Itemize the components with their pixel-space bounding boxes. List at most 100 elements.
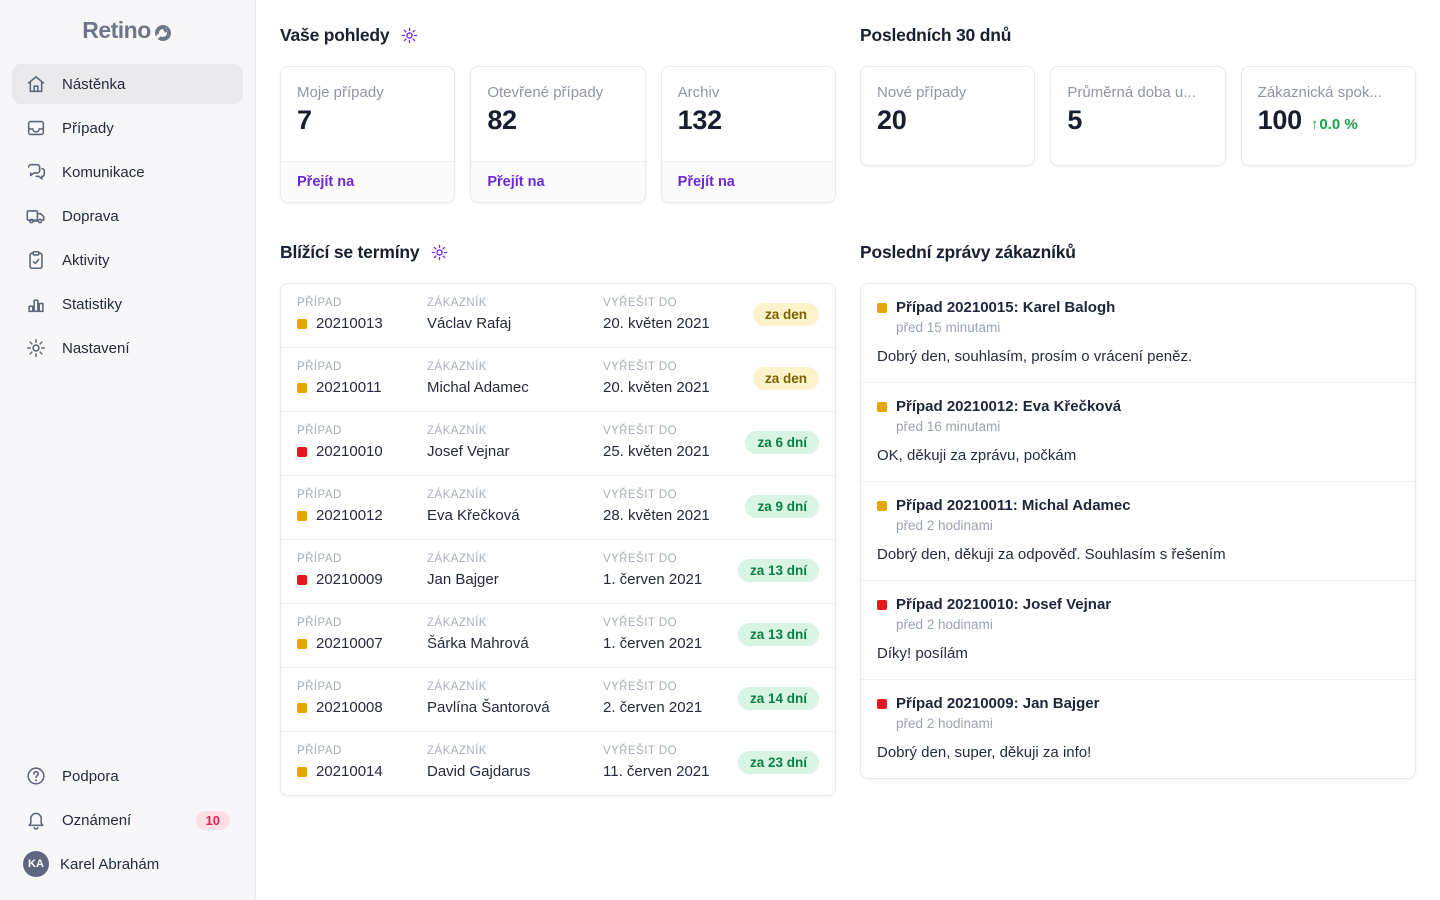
deadline-case-cell: PŘÍPAD 20210014: [297, 745, 427, 780]
case-value: 20210013: [297, 315, 427, 332]
stat-card: Zákaznická spok... 100 ↑0.0 %: [1240, 66, 1416, 166]
views-settings-gear-icon[interactable]: [400, 26, 419, 45]
sidebar-item-doprava[interactable]: Doprava: [12, 196, 243, 236]
deadline-due-cell: VYŘEŠIT DO 2. červen 2021: [603, 681, 735, 716]
deadline-badge-cell: za 14 dní: [735, 687, 819, 710]
severity-square-icon: [877, 500, 887, 511]
due-countdown-badge: za den: [752, 367, 819, 390]
deadline-badge-cell: za 23 dní: [735, 751, 819, 774]
due-countdown-badge: za 13 dní: [737, 623, 819, 646]
sidebar-item-podpora[interactable]: Podpora: [12, 756, 243, 796]
deadline-case-cell: PŘÍPAD 20210010: [297, 425, 427, 460]
app-logo-text: Retino: [82, 17, 151, 43]
customer-name: Šárka Mahrová: [427, 635, 529, 652]
message-item[interactable]: Případ 20210012: Eva Křečková před 16 min…: [861, 383, 1415, 482]
message-text: Dobrý den, souhlasím, prosím o vrácení p…: [877, 348, 1193, 365]
message-title: Případ 20210012: Eva Křečková: [896, 398, 1122, 415]
section-last-30-days: Posledních 30 dnů Nové případy 20 Průměrná…: [860, 24, 1416, 166]
deadline-customer-cell: ZÁKAZNÍK Josef Vejnar: [427, 425, 603, 460]
stat-card-value-row: 5: [1067, 105, 1208, 136]
notification-count-badge: 10: [195, 810, 230, 830]
case-column-label: PŘÍPAD: [297, 681, 342, 693]
due-column-label: VYŘEŠIT DO: [603, 553, 678, 565]
sidebar-item-nastavení[interactable]: Nastavení: [12, 328, 243, 368]
deadline-row[interactable]: PŘÍPAD 20210008 ZÁKAZNÍK Pavlína Šantorová V…: [281, 668, 835, 732]
deadline-row[interactable]: PŘÍPAD 20210012 ZÁKAZNÍK Eva Křečková VYŘEŠI…: [281, 476, 835, 540]
sidebar-nav: Nástěnka Případy Komunikace Doprava Aktivity…: [0, 64, 255, 372]
message-item[interactable]: Případ 20210015: Karel Balogh před 15 min…: [861, 284, 1415, 383]
message-title-row: Případ 20210015: Karel Balogh: [877, 299, 1399, 316]
sidebar-item-label: Případy: [62, 119, 114, 137]
sidebar-item-aktivity[interactable]: Aktivity: [12, 240, 243, 280]
due-column-label: VYŘEŠIT DO: [603, 361, 678, 373]
case-value: 20210010: [297, 443, 427, 460]
view-card-footer: Přejít na: [471, 161, 645, 202]
sidebar-item-statistiky[interactable]: Statistiky: [12, 284, 243, 324]
go-to-link[interactable]: Přejít na: [297, 174, 355, 190]
sidebar-item-oznámení[interactable]: Oznámení 10: [12, 800, 243, 840]
severity-square-icon: [877, 599, 887, 610]
view-card-label: Otevřené případy: [487, 84, 604, 101]
message-item[interactable]: Případ 20210009: Jan Bajger před 2 hodina…: [861, 680, 1415, 778]
message-item[interactable]: Případ 20210010: Josef Vejnar před 2 hodi…: [861, 581, 1415, 680]
customer-name: Eva Křečková: [427, 507, 520, 524]
stats-section-title: Posledních 30 dnů: [860, 24, 1012, 45]
deadline-row[interactable]: PŘÍPAD 20210010 ZÁKAZNÍK Josef Vejnar VYŘEŠI…: [281, 412, 835, 476]
case-value: 20210009: [297, 571, 427, 588]
view-card-label: Archiv: [677, 84, 720, 101]
deadline-customer-cell: ZÁKAZNÍK Václav Rafaj: [427, 297, 603, 332]
due-countdown-badge: za 23 dní: [737, 751, 819, 774]
inbox-icon: [25, 117, 47, 139]
clipboard-check-icon: [25, 249, 47, 271]
case-value: 20210008: [297, 699, 427, 716]
stat-card-value: 20: [877, 105, 907, 135]
message-item[interactable]: Případ 20210011: Michal Adamec před 2 hod…: [861, 482, 1415, 581]
home-icon: [25, 73, 47, 95]
stat-card-body: Průměrná doba u... 5: [1051, 67, 1224, 165]
go-to-link[interactable]: Přejít na: [487, 174, 545, 190]
go-to-link[interactable]: Přejít na: [677, 174, 735, 190]
case-value: 20210007: [297, 635, 427, 652]
severity-square-icon: [297, 702, 307, 713]
deadline-customer-cell: ZÁKAZNÍK Jan Bajger: [427, 553, 603, 588]
deadline-due-cell: VYŘEŠIT DO 28. květen 2021: [603, 489, 735, 524]
sidebar-user[interactable]: KA Karel Abrahám: [12, 844, 243, 884]
stat-card-delta-value: 0.0 %: [1319, 116, 1358, 133]
deadline-customer-cell: ZÁKAZNÍK Šárka Mahrová: [427, 617, 603, 652]
sidebar-item-nástěnka[interactable]: Nástěnka: [12, 64, 243, 104]
bar-chart-icon: [25, 293, 47, 315]
deadlines-settings-gear-icon[interactable]: [430, 243, 449, 262]
deadline-row[interactable]: PŘÍPAD 20210007 ZÁKAZNÍK Šárka Mahrová VYŘEŠ…: [281, 604, 835, 668]
deadline-row[interactable]: PŘÍPAD 20210013 ZÁKAZNÍK Václav Rafaj VYŘEŠI…: [281, 284, 835, 348]
deadline-due-cell: VYŘEŠIT DO 20. květen 2021: [603, 361, 735, 396]
case-value: 20210014: [297, 763, 427, 780]
case-number: 20210011: [316, 379, 382, 396]
sidebar-item-případy[interactable]: Případy: [12, 108, 243, 148]
app-logo[interactable]: Retino: [0, 0, 255, 64]
deadline-badge-cell: za den: [735, 367, 819, 390]
section-views: Vaše pohledy Moje případy 7 Přejít na Otevř…: [280, 24, 836, 203]
case-column-label: PŘÍPAD: [297, 553, 342, 565]
due-countdown-badge: za 13 dní: [737, 559, 819, 582]
due-column-label: VYŘEŠIT DO: [603, 745, 678, 757]
message-timestamp: před 2 hodinami: [896, 716, 993, 731]
case-number: 20210009: [316, 571, 383, 588]
sidebar-item-komunikace[interactable]: Komunikace: [12, 152, 243, 192]
severity-square-icon: [297, 318, 307, 329]
deadline-customer-cell: ZÁKAZNÍK Michal Adamec: [427, 361, 603, 396]
section-deadlines: Blížící se termíny PŘÍPAD 20210013 ZÁKAZNÍ…: [280, 241, 836, 796]
customer-name: Václav Rafaj: [427, 315, 512, 332]
deadlines-table: PŘÍPAD 20210013 ZÁKAZNÍK Václav Rafaj VYŘEŠI…: [280, 283, 836, 796]
deadline-row[interactable]: PŘÍPAD 20210011 ZÁKAZNÍK Michal Adamec VYŘEŠ…: [281, 348, 835, 412]
stat-card-value: 5: [1067, 105, 1083, 135]
up-arrow-icon: ↑: [1310, 116, 1319, 133]
help-icon: [25, 765, 47, 787]
deadline-row[interactable]: PŘÍPAD 20210014 ZÁKAZNÍK David Gajdarus VYŘE…: [281, 732, 835, 795]
due-date: 20. květen 2021: [603, 315, 710, 332]
message-timestamp: před 15 minutami: [896, 320, 1001, 335]
truck-icon: [25, 205, 47, 227]
case-value: 20210011: [297, 379, 427, 396]
customer-column-label: ZÁKAZNÍK: [427, 553, 487, 565]
deadline-row[interactable]: PŘÍPAD 20210009 ZÁKAZNÍK Jan Bajger VYŘEŠIT …: [281, 540, 835, 604]
severity-square-icon: [297, 446, 307, 457]
